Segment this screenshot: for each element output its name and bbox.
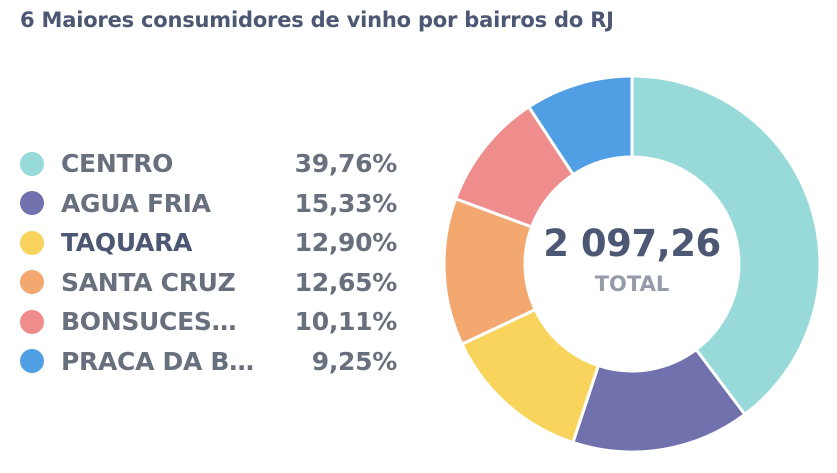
donut-slice-praca-da-b[interactable] — [526, 74, 634, 177]
legend-item-praca-da-b[interactable]: PRACA DA B… 9,25% — [20, 342, 400, 382]
legend-item-taquara[interactable]: TAQUARA 12,90% — [20, 223, 400, 263]
legend-percent: 39,76% — [294, 149, 398, 179]
legend-percent: 10,11% — [294, 307, 398, 337]
legend-item-bonsucesso[interactable]: BONSUCES… 10,11% — [20, 302, 400, 342]
legend-dot — [20, 349, 44, 374]
legend-percent: 15,33% — [294, 188, 398, 218]
legend-dot — [20, 191, 44, 216]
donut-chart — [442, 74, 822, 454]
donut-slice-centro[interactable] — [630, 74, 822, 417]
legend-label: TAQUARA — [61, 228, 193, 258]
chart-title: 6 Maiores consumidores de vinho por bair… — [20, 8, 614, 32]
total-value: 2 097,26 — [543, 222, 721, 265]
legend-dot — [20, 151, 44, 176]
total-label: TOTAL — [594, 272, 670, 296]
legend-item-centro[interactable]: CENTRO 39,76% — [20, 144, 400, 184]
legend-label: SANTA CRUZ — [61, 267, 236, 297]
legend-percent: 9,25% — [311, 346, 398, 376]
legend-label: AGUA FRIA — [61, 188, 211, 218]
legend-dot — [20, 309, 44, 334]
legend-item-santa-cruz[interactable]: SANTA CRUZ 12,65% — [20, 263, 400, 303]
legend-percent: 12,65% — [294, 267, 398, 297]
legend-label: CENTRO — [61, 149, 174, 179]
legend-label: PRACA DA B… — [61, 346, 254, 376]
legend-percent: 12,90% — [294, 228, 398, 258]
legend-item-agua-fria[interactable]: AGUA FRIA 15,33% — [20, 184, 400, 224]
legend-dot — [20, 230, 44, 255]
legend-label: BONSUCES… — [61, 307, 237, 337]
legend: CENTRO 39,76% AGUA FRIA 15,33% TAQUARA 1… — [20, 144, 400, 381]
legend-dot — [20, 270, 44, 295]
